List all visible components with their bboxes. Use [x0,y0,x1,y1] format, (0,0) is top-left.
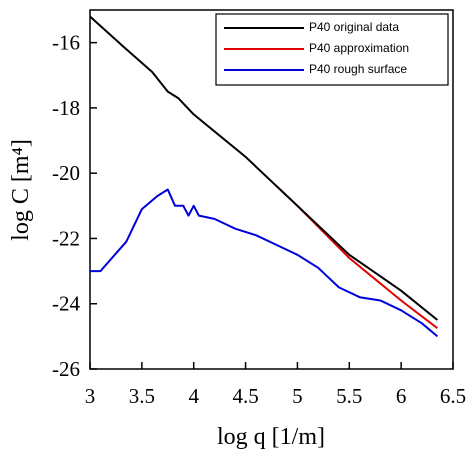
x-tick-label: 5.5 [336,384,362,408]
x-tick-label: 6 [396,384,407,408]
plot-frame [89,9,454,370]
y-tick-label: -26 [52,357,80,381]
x-tick-label: 4 [188,384,199,408]
y-tick-label: -22 [52,226,80,250]
y-tick-label: -16 [52,31,80,55]
legend-label: P40 original data [309,20,399,34]
series-line [89,15,439,321]
x-axis-label: log q [1/m] [217,424,325,450]
x-tick-label: 3 [85,384,96,408]
series-line [90,188,439,338]
y-tick-label: -20 [52,161,80,185]
legend-label: P40 rough surface [309,62,407,76]
y-tick-label: -18 [52,96,80,120]
y-axis-label: log C [m⁴] [8,139,34,241]
y-tick-label: -24 [52,292,80,316]
x-tick-label: 6.5 [440,384,466,408]
x-tick-label: 3.5 [129,384,155,408]
x-tick-label: 5 [292,384,303,408]
legend-label: P40 approximation [309,41,409,55]
x-tick-label: 4.5 [232,384,258,408]
